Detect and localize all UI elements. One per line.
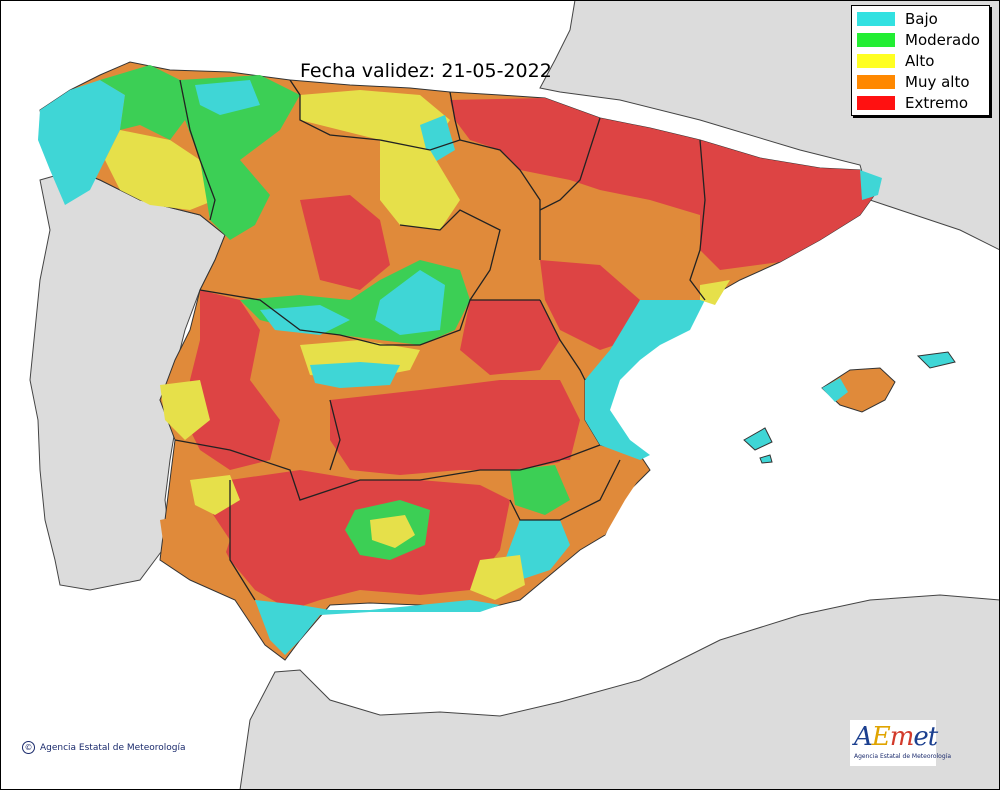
ibiza-island [743, 427, 773, 451]
legend-label-bajo: Bajo [905, 10, 938, 28]
zone-almeria-alto [470, 555, 525, 600]
zone-burgos-extremo [300, 195, 390, 290]
zone-granada-alto [370, 515, 415, 548]
zone-castellon-alto [700, 280, 730, 305]
copyright-credit: © Agencia Estatal de Meteorología [22, 741, 186, 754]
aemet-logo-subtitle: Agencia Estatal de Meteorología [854, 753, 951, 760]
zone-cuenca-extremo [460, 300, 560, 375]
legend: Bajo Moderado Alto Muy alto Extremo [851, 5, 990, 116]
zone-coast-south-bajo [255, 600, 500, 655]
aemet-logo: AEmet Agencia Estatal de Meteorología [850, 720, 951, 766]
legend-swatch-bajo [857, 12, 895, 26]
legend-label-alto: Alto [905, 52, 935, 70]
zone-galicia-alto [105, 130, 215, 210]
zone-mancha-extremo [330, 380, 580, 475]
zone-murcia-muyalto [555, 460, 645, 535]
zone-aragon-muyalto [540, 200, 690, 265]
zone-central-bajo [375, 270, 445, 335]
formentera-island [759, 454, 773, 464]
aemet-logo-mark: AEmet [854, 722, 938, 752]
legend-swatch-extremo [857, 96, 895, 110]
menorca-island [916, 351, 956, 369]
mallorca-bajo [822, 378, 848, 402]
copyright-icon: © [22, 741, 35, 754]
zone-valencia-bajo [585, 300, 705, 460]
zone-cantabria-alto [300, 90, 450, 150]
zone-catalonia-bajo-coast [860, 170, 882, 200]
legend-item-bajo: Bajo [857, 10, 938, 28]
credit-text: Agencia Estatal de Meteorología [40, 742, 186, 753]
legend-swatch-alto [857, 54, 895, 68]
legend-item-muy-alto: Muy alto [857, 73, 970, 91]
zone-castilla-alto [380, 140, 460, 230]
africa-landmass [239, 594, 1000, 791]
legend-label-muy-alto: Muy alto [905, 73, 970, 91]
legend-item-moderado: Moderado [857, 31, 980, 49]
zone-aragon-extremo [540, 260, 640, 350]
zone-huelva-muyalto [160, 510, 230, 575]
zone-leon-moderado [200, 160, 270, 240]
validity-date-title: Fecha validez: 21-05-2022 [300, 60, 552, 82]
zone-galicia-moderado [100, 65, 185, 140]
legend-label-moderado: Moderado [905, 31, 980, 49]
legend-swatch-muy-alto [857, 75, 895, 89]
zone-extremadura-alto [160, 380, 210, 440]
zone-sevilla-alto [190, 475, 240, 515]
legend-label-extremo: Extremo [905, 94, 969, 112]
zone-northeast-extremo [450, 98, 878, 270]
legend-swatch-moderado [857, 33, 895, 47]
region-borders [174, 79, 706, 601]
legend-item-alto: Alto [857, 52, 935, 70]
legend-item-extremo: Extremo [857, 94, 968, 112]
zone-toledo-bajo [310, 362, 400, 388]
zone-asturias-bajo [195, 80, 260, 115]
zone-galicia-bajo [38, 80, 125, 205]
zone-avila-bajo [260, 305, 350, 335]
zone-extremadura-extremo [185, 290, 280, 470]
zone-murcia-moderado [510, 465, 570, 515]
